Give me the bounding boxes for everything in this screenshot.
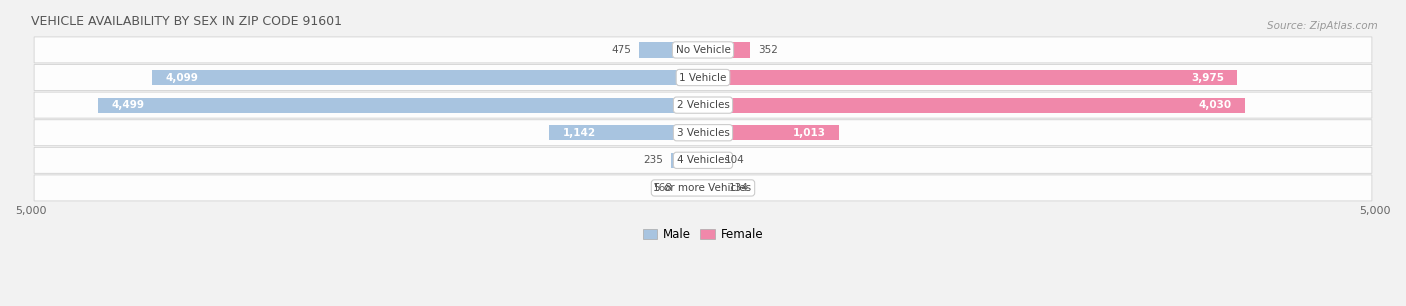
Bar [703, 153, 717, 168]
Text: 3,975: 3,975 [1191, 73, 1225, 83]
FancyBboxPatch shape [34, 92, 1372, 118]
Bar [703, 42, 751, 58]
Bar [550, 125, 703, 140]
Bar [681, 180, 703, 196]
Bar [703, 70, 1237, 85]
Text: VEHICLE AVAILABILITY BY SEX IN ZIP CODE 91601: VEHICLE AVAILABILITY BY SEX IN ZIP CODE … [31, 15, 342, 28]
Text: No Vehicle: No Vehicle [675, 45, 731, 55]
Text: 4,499: 4,499 [111, 100, 145, 110]
FancyBboxPatch shape [34, 175, 1372, 201]
Text: 4,099: 4,099 [166, 73, 198, 83]
Bar [703, 180, 721, 196]
Text: 4,030: 4,030 [1198, 100, 1232, 110]
Bar [98, 98, 703, 113]
Bar [640, 42, 703, 58]
Text: 352: 352 [758, 45, 779, 55]
FancyBboxPatch shape [34, 65, 1372, 91]
Text: 4 Vehicles: 4 Vehicles [676, 155, 730, 165]
Bar [703, 98, 1244, 113]
FancyBboxPatch shape [34, 147, 1372, 173]
FancyBboxPatch shape [34, 37, 1372, 63]
Text: 475: 475 [612, 45, 631, 55]
Text: 2 Vehicles: 2 Vehicles [676, 100, 730, 110]
FancyBboxPatch shape [34, 120, 1372, 146]
Text: 134: 134 [730, 183, 749, 193]
Text: Source: ZipAtlas.com: Source: ZipAtlas.com [1267, 21, 1378, 32]
Bar [703, 125, 839, 140]
Text: 235: 235 [644, 155, 664, 165]
Text: 1 Vehicle: 1 Vehicle [679, 73, 727, 83]
Text: 5 or more Vehicles: 5 or more Vehicles [654, 183, 752, 193]
Text: 1,013: 1,013 [793, 128, 825, 138]
Text: 3 Vehicles: 3 Vehicles [676, 128, 730, 138]
Text: 1,142: 1,142 [562, 128, 596, 138]
Text: 168: 168 [652, 183, 672, 193]
Bar [152, 70, 703, 85]
Bar [672, 153, 703, 168]
Legend: Male, Female: Male, Female [638, 223, 768, 245]
Text: 104: 104 [725, 155, 745, 165]
